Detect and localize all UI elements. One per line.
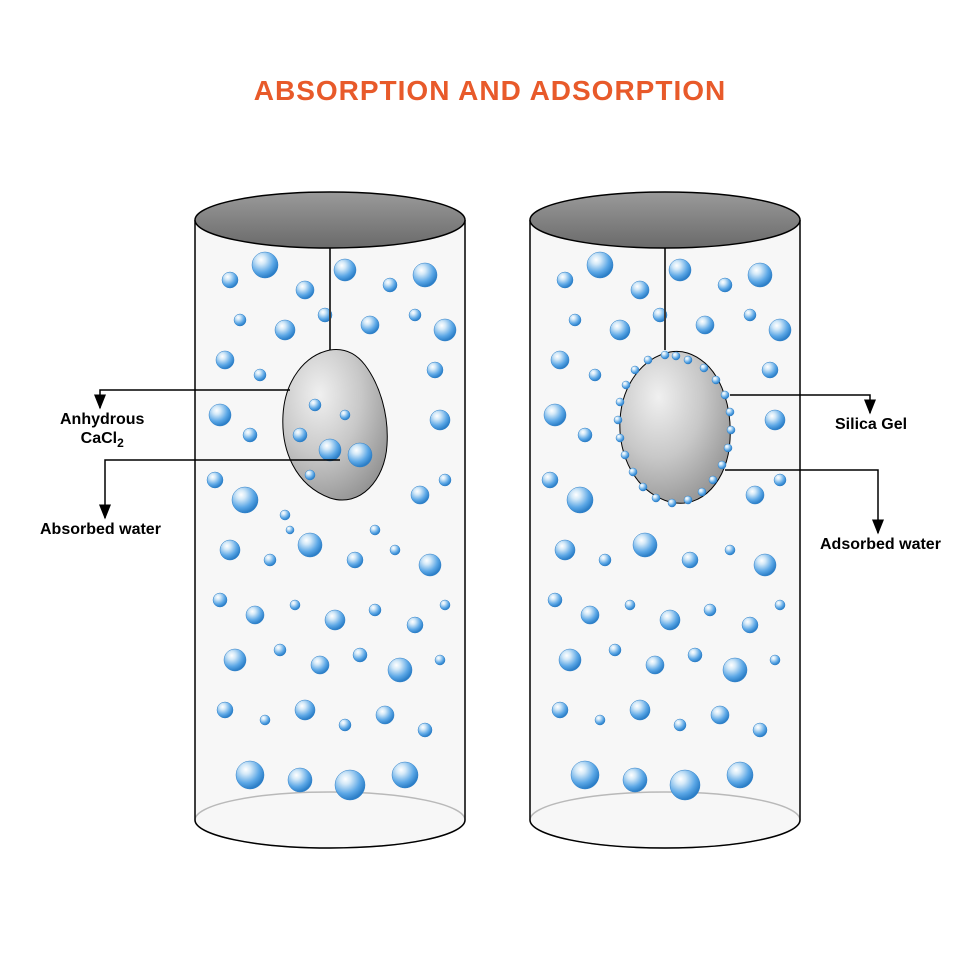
diagram-svg	[0, 0, 980, 980]
label-silica-gel: Silica Gel	[835, 415, 907, 434]
label-absorbed-water: Absorbed water	[40, 520, 161, 539]
label-adsorbed-water: Adsorbed water	[820, 535, 941, 554]
label-anhydrous-cacl2: Anhydrous CaCl2	[60, 410, 144, 451]
